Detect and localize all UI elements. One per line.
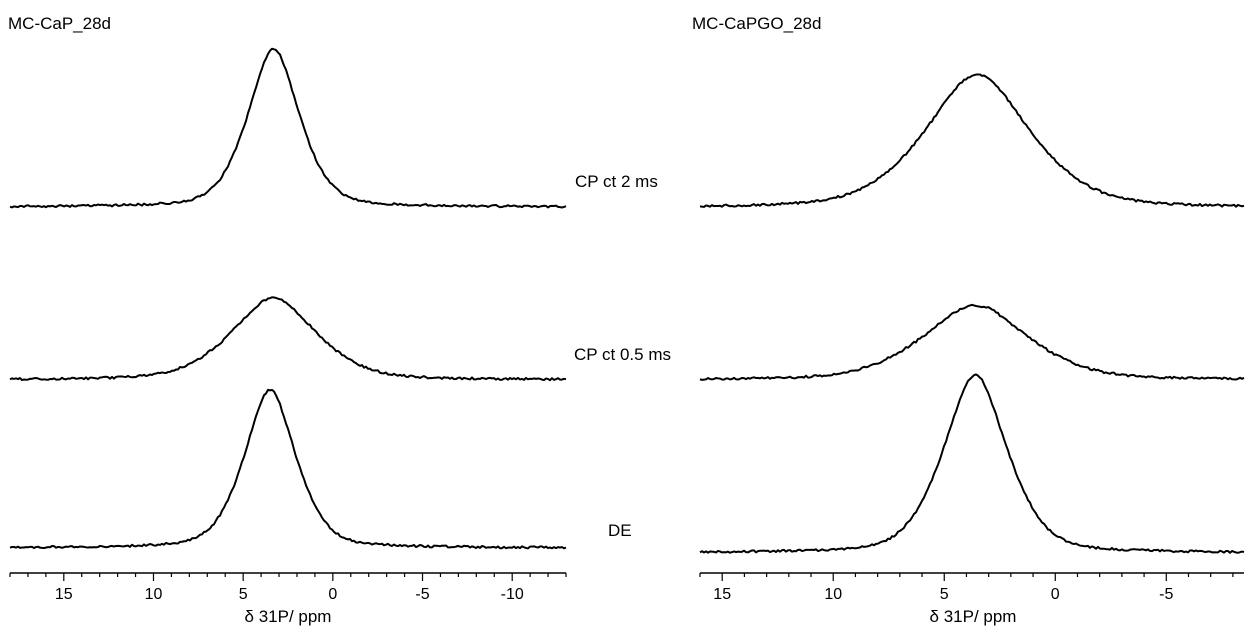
spectrum-cp-2ms-right	[699, 73, 1245, 208]
tick-label-left: 0	[328, 586, 337, 603]
x-axis-title-left: δ 31P/ ppm	[245, 607, 332, 626]
left-traces	[9, 47, 567, 550]
tick-label-right: 5	[940, 586, 949, 603]
tick-label-left: 10	[145, 586, 163, 603]
tick-label-right: 0	[1051, 586, 1060, 603]
spectrum-de-right	[699, 373, 1245, 554]
panel-left: MC-CaP_28d 15 10 5 0 -5 -10 δ 31P/ ppm	[8, 14, 567, 626]
trace-labels: CP ct 2 ms CP ct 0.5 ms DE	[574, 172, 671, 540]
panel-title-left: MC-CaP_28d	[8, 14, 111, 33]
spectrum-cp-0.5ms-right	[699, 303, 1245, 381]
x-axis-title-right: δ 31P/ ppm	[930, 607, 1017, 626]
trace-label-cp-2ms: CP ct 2 ms	[575, 172, 658, 191]
tick-label-right: 15	[713, 586, 731, 603]
tick-label-left: 15	[55, 586, 73, 603]
tick-label-left: -10	[501, 586, 524, 603]
spectrum-cp-2ms-left	[9, 47, 567, 209]
trace-label-de: DE	[608, 521, 632, 540]
tick-label-right: 10	[824, 586, 842, 603]
tick-label-left: -5	[415, 586, 429, 603]
right-traces	[699, 73, 1245, 554]
x-ticks-left: 15 10 5 0 -5 -10	[9, 573, 567, 603]
tick-label-right: -5	[1159, 586, 1173, 603]
tick-label-left: 5	[239, 586, 248, 603]
trace-label-cp-0.5ms: CP ct 0.5 ms	[574, 345, 671, 364]
spectrum-cp-0.5ms-left	[9, 296, 567, 382]
panel-right: MC-CaPGO_28d 15 10 5 0 -5 δ 31P/ ppm	[692, 14, 1245, 626]
x-ticks-right: 15 10 5 0 -5	[699, 573, 1234, 603]
panel-title-right: MC-CaPGO_28d	[692, 14, 821, 33]
spectrum-de-left	[9, 388, 567, 550]
